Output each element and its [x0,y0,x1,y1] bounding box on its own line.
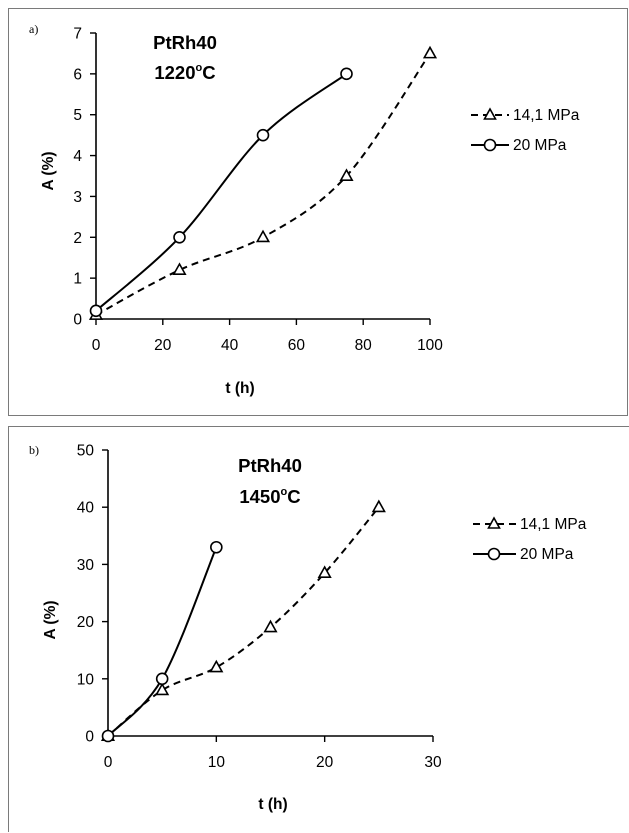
y-tick-label-b: 40 [77,500,95,517]
series-14-1-mpa-a-line [95,52,431,316]
x-tick-label-b: 20 [316,754,334,771]
y-tick-label-a: 6 [73,66,82,83]
chart-panel-b: b) PtRh40 1450oC t (h) A (%) 0 10 20 30 40 50… [8,426,629,832]
series-14-1-mpa-b-triangle-marker [209,659,224,673]
x-tick-label-a: 100 [417,337,443,354]
panel-label-b: b) [29,443,39,457]
y-tick-label-a: 3 [73,189,82,206]
chart-a-plot: 0 1 2 3 4 5 6 7 0 20 40 60 80 100 [73,26,443,355]
x-tick-label-a: 40 [221,337,239,354]
annotation-temperature-b: 1450oC [239,486,300,507]
y-tick-label-a: 5 [73,107,82,124]
chart-b-annotation: PtRh40 1450oC [238,455,302,507]
series-20-mpa-a-circle-marker [89,304,103,318]
y-axis-label-a: A (%) [40,151,57,190]
series-14-1-mpa-a-triangle-marker [422,45,438,59]
y-tick-label-a: 1 [73,271,82,288]
x-tick-label-b: 0 [104,754,113,771]
x-axis-label-b: t (h) [258,796,287,813]
series-20-mpa-b-circle-marker [101,729,115,743]
y-tick-label-a: 0 [73,312,82,329]
x-tick-label-a: 60 [288,337,306,354]
x-tick-label-b: 30 [424,754,442,771]
legend-a-item-2: 20 MPa [471,137,567,154]
series-14-1-mpa-a-triangle-marker [172,262,187,275]
series-20-mpa-b-circle-marker [210,540,223,554]
series-14-1-mpa-b-triangle-marker [263,619,278,633]
panel-label-a: a) [29,22,38,36]
series-14-1-mpa-b-triangle-marker [371,499,386,513]
x-tick-label-a: 20 [154,337,172,354]
legend-a-label-2: 20 MPa [513,137,567,154]
chart-a-svg: a) PtRh40 1220oC t (h) A (%) 0 1 2 3 4 5 6 7 0 20… [29,22,580,397]
y-tick-label-b: 50 [77,443,95,460]
y-tick-label-b: 20 [77,614,95,631]
legend-b-circle-marker [487,547,501,561]
legend-b-triangle-marker [487,516,501,529]
legend-b: 14,1 MPa 20 MPa [473,516,587,563]
y-tick-label-a: 4 [73,148,82,165]
series-20-mpa-b-circle-marker [155,672,169,686]
x-tick-label-b: 10 [208,754,226,771]
y-tick-label-b: 0 [85,729,94,746]
legend-a-label-1: 14,1 MPa [513,107,580,124]
y-tick-label-b: 10 [77,671,95,688]
series-20-mpa-a-circle-marker [256,128,270,142]
legend-b-item-1: 14,1 MPa [473,516,587,533]
legend-a-triangle-marker [483,107,497,120]
series-14-1-mpa-b-triangle-marker [155,682,170,696]
annotation-material-b: PtRh40 [238,455,302,476]
x-axis-label-a: t (h) [225,380,254,397]
series-14-1-mpa-b-triangle-marker [317,565,332,578]
annotation-temperature-a: 1220oC [154,62,215,83]
chart-b-plot: 0 10 20 30 40 50 0 10 20 30 [77,443,442,772]
series-20-mpa-b-line [107,546,218,737]
series-14-1-mpa-a-triangle-marker [339,168,354,181]
y-tick-label-a: 7 [73,26,82,43]
y-tick-label-a: 2 [73,230,82,247]
series-14-1-mpa-b-line [107,506,380,737]
legend-b-label-1: 14,1 MPa [520,516,587,533]
series-20-mpa-a-line [95,73,348,312]
y-axis-label-b: A (%) [42,600,59,639]
series-14-1-mpa-a-triangle-marker [255,229,271,243]
series-20-mpa-a-circle-marker [173,230,186,244]
annotation-material-a: PtRh40 [153,32,217,53]
series-20-mpa-a-circle-marker [340,67,353,81]
legend-a: 14,1 MPa 20 MPa [471,107,580,154]
legend-b-label-2: 20 MPa [520,546,574,563]
x-tick-label-a: 80 [355,337,373,354]
chart-b-svg: b) PtRh40 1450oC t (h) A (%) 0 10 20 30 40 50… [29,443,587,814]
legend-b-item-2: 20 MPa [473,546,574,563]
y-tick-label-b: 30 [77,557,95,574]
chart-a-annotation: PtRh40 1220oC [153,32,217,83]
x-tick-label-a: 0 [92,337,101,354]
legend-a-item-1: 14,1 MPa [471,107,580,124]
chart-panel-a: a) PtRh40 1220oC t (h) A (%) 0 1 2 3 4 5 6 7 0 20… [8,8,628,416]
legend-a-circle-marker [483,138,497,152]
